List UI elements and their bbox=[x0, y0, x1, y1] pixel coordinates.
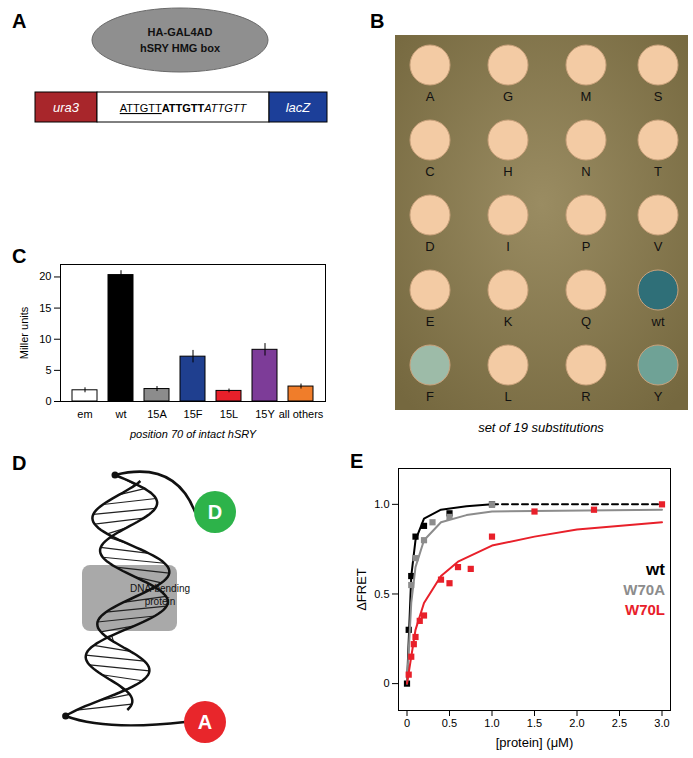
svg-text:A: A bbox=[426, 89, 435, 104]
svg-text:em: em bbox=[77, 408, 92, 420]
svg-text:15Y: 15Y bbox=[255, 408, 275, 420]
svg-text:F: F bbox=[426, 389, 434, 404]
svg-text:I: I bbox=[506, 239, 510, 254]
svg-text:A: A bbox=[198, 711, 212, 733]
html-text:E: E bbox=[350, 450, 364, 472]
svg-text:B: B bbox=[370, 10, 384, 32]
svg-text:wt: wt bbox=[651, 314, 665, 329]
svg-text:ATTGTTATTGTTATTGTT: ATTGTTATTGTTATTGTT bbox=[120, 102, 248, 114]
svg-text:0.5: 0.5 bbox=[374, 588, 389, 600]
svg-text:2.5: 2.5 bbox=[612, 717, 627, 729]
svg-text:15: 15 bbox=[39, 302, 51, 314]
svg-text:ura3: ura3 bbox=[53, 100, 80, 115]
svg-text:3.0: 3.0 bbox=[654, 717, 669, 729]
svg-text:2.0: 2.0 bbox=[569, 717, 584, 729]
svg-text:S: S bbox=[654, 89, 663, 104]
html-text:W70A: W70A bbox=[623, 581, 665, 598]
svg-text:10: 10 bbox=[39, 333, 51, 345]
svg-text:[protein] (μM): [protein] (μM) bbox=[496, 735, 574, 750]
svg-text:H: H bbox=[503, 164, 512, 179]
svg-text:wt: wt bbox=[115, 408, 127, 420]
svg-text:1.0: 1.0 bbox=[374, 498, 389, 510]
svg-text:position 70 of intact hSRY: position 70 of intact hSRY bbox=[129, 428, 257, 440]
svg-text:Miller units: Miller units bbox=[18, 306, 30, 359]
svg-text:all others: all others bbox=[279, 408, 324, 420]
svg-text:15F: 15F bbox=[184, 408, 203, 420]
svg-text:ΔFRET: ΔFRET bbox=[354, 568, 369, 611]
svg-text:D: D bbox=[425, 239, 434, 254]
svg-text:0: 0 bbox=[383, 677, 389, 689]
html-text:wt: wt bbox=[646, 560, 665, 579]
svg-text:0.5: 0.5 bbox=[442, 717, 457, 729]
svg-text:set of 19 substitutions: set of 19 substitutions bbox=[478, 420, 604, 435]
svg-text:hSRY HMG box: hSRY HMG box bbox=[140, 42, 221, 54]
svg-text:K: K bbox=[504, 314, 513, 329]
svg-text:0: 0 bbox=[404, 717, 410, 729]
svg-text:DNA-bending: DNA-bending bbox=[130, 583, 190, 594]
html-text:C: C bbox=[12, 245, 27, 267]
svg-text:A: A bbox=[12, 10, 26, 32]
svg-text:20: 20 bbox=[39, 270, 51, 282]
svg-text:R: R bbox=[581, 389, 590, 404]
svg-text:lacZ: lacZ bbox=[286, 100, 312, 115]
svg-text:M: M bbox=[581, 89, 592, 104]
svg-text:P: P bbox=[582, 239, 591, 254]
svg-text:T: T bbox=[654, 164, 662, 179]
svg-text:D: D bbox=[12, 452, 26, 474]
svg-text:G: G bbox=[503, 89, 513, 104]
svg-text:D: D bbox=[208, 501, 222, 523]
svg-text:5: 5 bbox=[45, 364, 51, 376]
svg-text:protein: protein bbox=[145, 596, 176, 607]
svg-text:L: L bbox=[504, 389, 511, 404]
svg-text:Y: Y bbox=[654, 389, 663, 404]
svg-text:E: E bbox=[426, 314, 435, 329]
svg-text:1.0: 1.0 bbox=[484, 717, 499, 729]
svg-text:15L: 15L bbox=[220, 408, 238, 420]
svg-text:N: N bbox=[581, 164, 590, 179]
svg-text:C: C bbox=[425, 164, 434, 179]
svg-text:Q: Q bbox=[581, 314, 591, 329]
svg-text:1.5: 1.5 bbox=[527, 717, 542, 729]
svg-text:HA-GAL4AD: HA-GAL4AD bbox=[148, 26, 213, 38]
svg-text:15A: 15A bbox=[147, 408, 167, 420]
html-text:W70L: W70L bbox=[625, 601, 665, 618]
svg-text:0: 0 bbox=[45, 395, 51, 407]
svg-text:V: V bbox=[654, 239, 663, 254]
